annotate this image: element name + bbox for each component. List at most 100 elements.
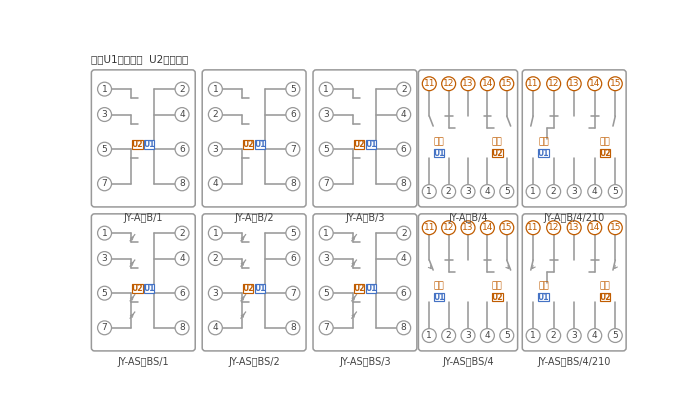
Circle shape — [500, 328, 514, 342]
Bar — [255, 140, 265, 149]
Text: 8: 8 — [401, 179, 407, 188]
Text: 7: 7 — [323, 324, 329, 333]
Bar — [538, 149, 549, 157]
Circle shape — [97, 108, 111, 121]
Text: U2: U2 — [243, 140, 254, 149]
Text: 8: 8 — [401, 324, 407, 333]
Text: 11: 11 — [424, 79, 435, 88]
Circle shape — [422, 328, 436, 342]
Circle shape — [500, 77, 514, 91]
Text: 11: 11 — [424, 223, 435, 232]
Bar — [144, 140, 154, 149]
Text: 电源: 电源 — [538, 137, 549, 146]
Text: 11: 11 — [527, 223, 539, 232]
Text: 2: 2 — [401, 85, 407, 94]
Text: JY-AS、BS/4: JY-AS、BS/4 — [442, 357, 493, 367]
Text: 8: 8 — [179, 324, 185, 333]
Circle shape — [286, 142, 300, 156]
Text: 7: 7 — [102, 179, 107, 188]
Text: 1: 1 — [531, 187, 536, 196]
Bar — [433, 293, 444, 301]
Circle shape — [175, 321, 189, 335]
Text: 2: 2 — [446, 187, 452, 196]
FancyBboxPatch shape — [92, 214, 195, 351]
Text: 15: 15 — [501, 79, 512, 88]
Text: 12: 12 — [443, 223, 454, 232]
Circle shape — [97, 226, 111, 240]
Text: JY-AS、BS/2: JY-AS、BS/2 — [228, 357, 280, 367]
Circle shape — [461, 184, 475, 198]
Text: JY-A、B/1: JY-A、B/1 — [124, 213, 163, 223]
Circle shape — [567, 184, 581, 198]
Text: 4: 4 — [179, 110, 185, 119]
Text: 注：U1辅助电源  U2整定电压: 注：U1辅助电源 U2整定电压 — [92, 54, 188, 64]
Circle shape — [97, 142, 111, 156]
Bar — [600, 293, 610, 301]
Text: 1: 1 — [426, 187, 432, 196]
Circle shape — [461, 77, 475, 91]
Text: 7: 7 — [290, 289, 295, 298]
Circle shape — [209, 286, 223, 300]
Text: 2: 2 — [179, 85, 185, 94]
Bar — [600, 149, 610, 157]
Bar — [132, 284, 143, 293]
Text: 5: 5 — [612, 187, 618, 196]
Text: 14: 14 — [589, 223, 601, 232]
Text: 14: 14 — [482, 223, 493, 232]
Text: 4: 4 — [213, 324, 218, 333]
Circle shape — [97, 252, 111, 265]
Bar — [354, 140, 364, 149]
Circle shape — [461, 221, 475, 235]
Text: 13: 13 — [568, 223, 580, 232]
Text: U2: U2 — [354, 140, 365, 149]
Text: 电源: 电源 — [538, 281, 549, 290]
FancyBboxPatch shape — [92, 70, 195, 207]
Circle shape — [442, 77, 456, 91]
Text: U1: U1 — [538, 292, 549, 301]
Circle shape — [319, 321, 333, 335]
Text: 启动: 启动 — [600, 137, 610, 146]
Text: U2: U2 — [132, 284, 144, 293]
FancyBboxPatch shape — [202, 70, 306, 207]
Text: 3: 3 — [571, 187, 577, 196]
Circle shape — [319, 82, 333, 96]
Text: 5: 5 — [504, 187, 510, 196]
Text: 2: 2 — [213, 110, 218, 119]
Text: 电源: 电源 — [433, 281, 444, 290]
Circle shape — [526, 221, 540, 235]
Bar — [433, 149, 444, 157]
Text: 4: 4 — [213, 179, 218, 188]
Text: U2: U2 — [132, 140, 144, 149]
Circle shape — [209, 142, 223, 156]
Circle shape — [286, 82, 300, 96]
Text: 7: 7 — [323, 179, 329, 188]
Text: 1: 1 — [323, 229, 329, 238]
Text: 8: 8 — [290, 324, 295, 333]
Circle shape — [97, 82, 111, 96]
Bar — [354, 284, 364, 293]
Text: U2: U2 — [599, 148, 611, 157]
Text: 2: 2 — [446, 331, 452, 340]
Text: 13: 13 — [462, 79, 474, 88]
Text: 12: 12 — [443, 79, 454, 88]
Text: 13: 13 — [568, 79, 580, 88]
Circle shape — [319, 177, 333, 191]
Circle shape — [526, 77, 540, 91]
Text: 2: 2 — [179, 229, 185, 238]
Text: 6: 6 — [179, 289, 185, 298]
Text: JY-A、B/4/210: JY-A、B/4/210 — [544, 213, 605, 223]
Bar — [144, 284, 154, 293]
Text: U1: U1 — [144, 284, 155, 293]
Circle shape — [526, 184, 540, 198]
Text: 5: 5 — [290, 85, 295, 94]
Circle shape — [286, 226, 300, 240]
Text: 8: 8 — [179, 179, 185, 188]
Text: 5: 5 — [102, 145, 107, 154]
Circle shape — [397, 286, 411, 300]
Text: 12: 12 — [548, 79, 559, 88]
Bar — [244, 284, 253, 293]
Text: 3: 3 — [466, 331, 471, 340]
Circle shape — [500, 221, 514, 235]
FancyBboxPatch shape — [202, 214, 306, 351]
Circle shape — [175, 226, 189, 240]
